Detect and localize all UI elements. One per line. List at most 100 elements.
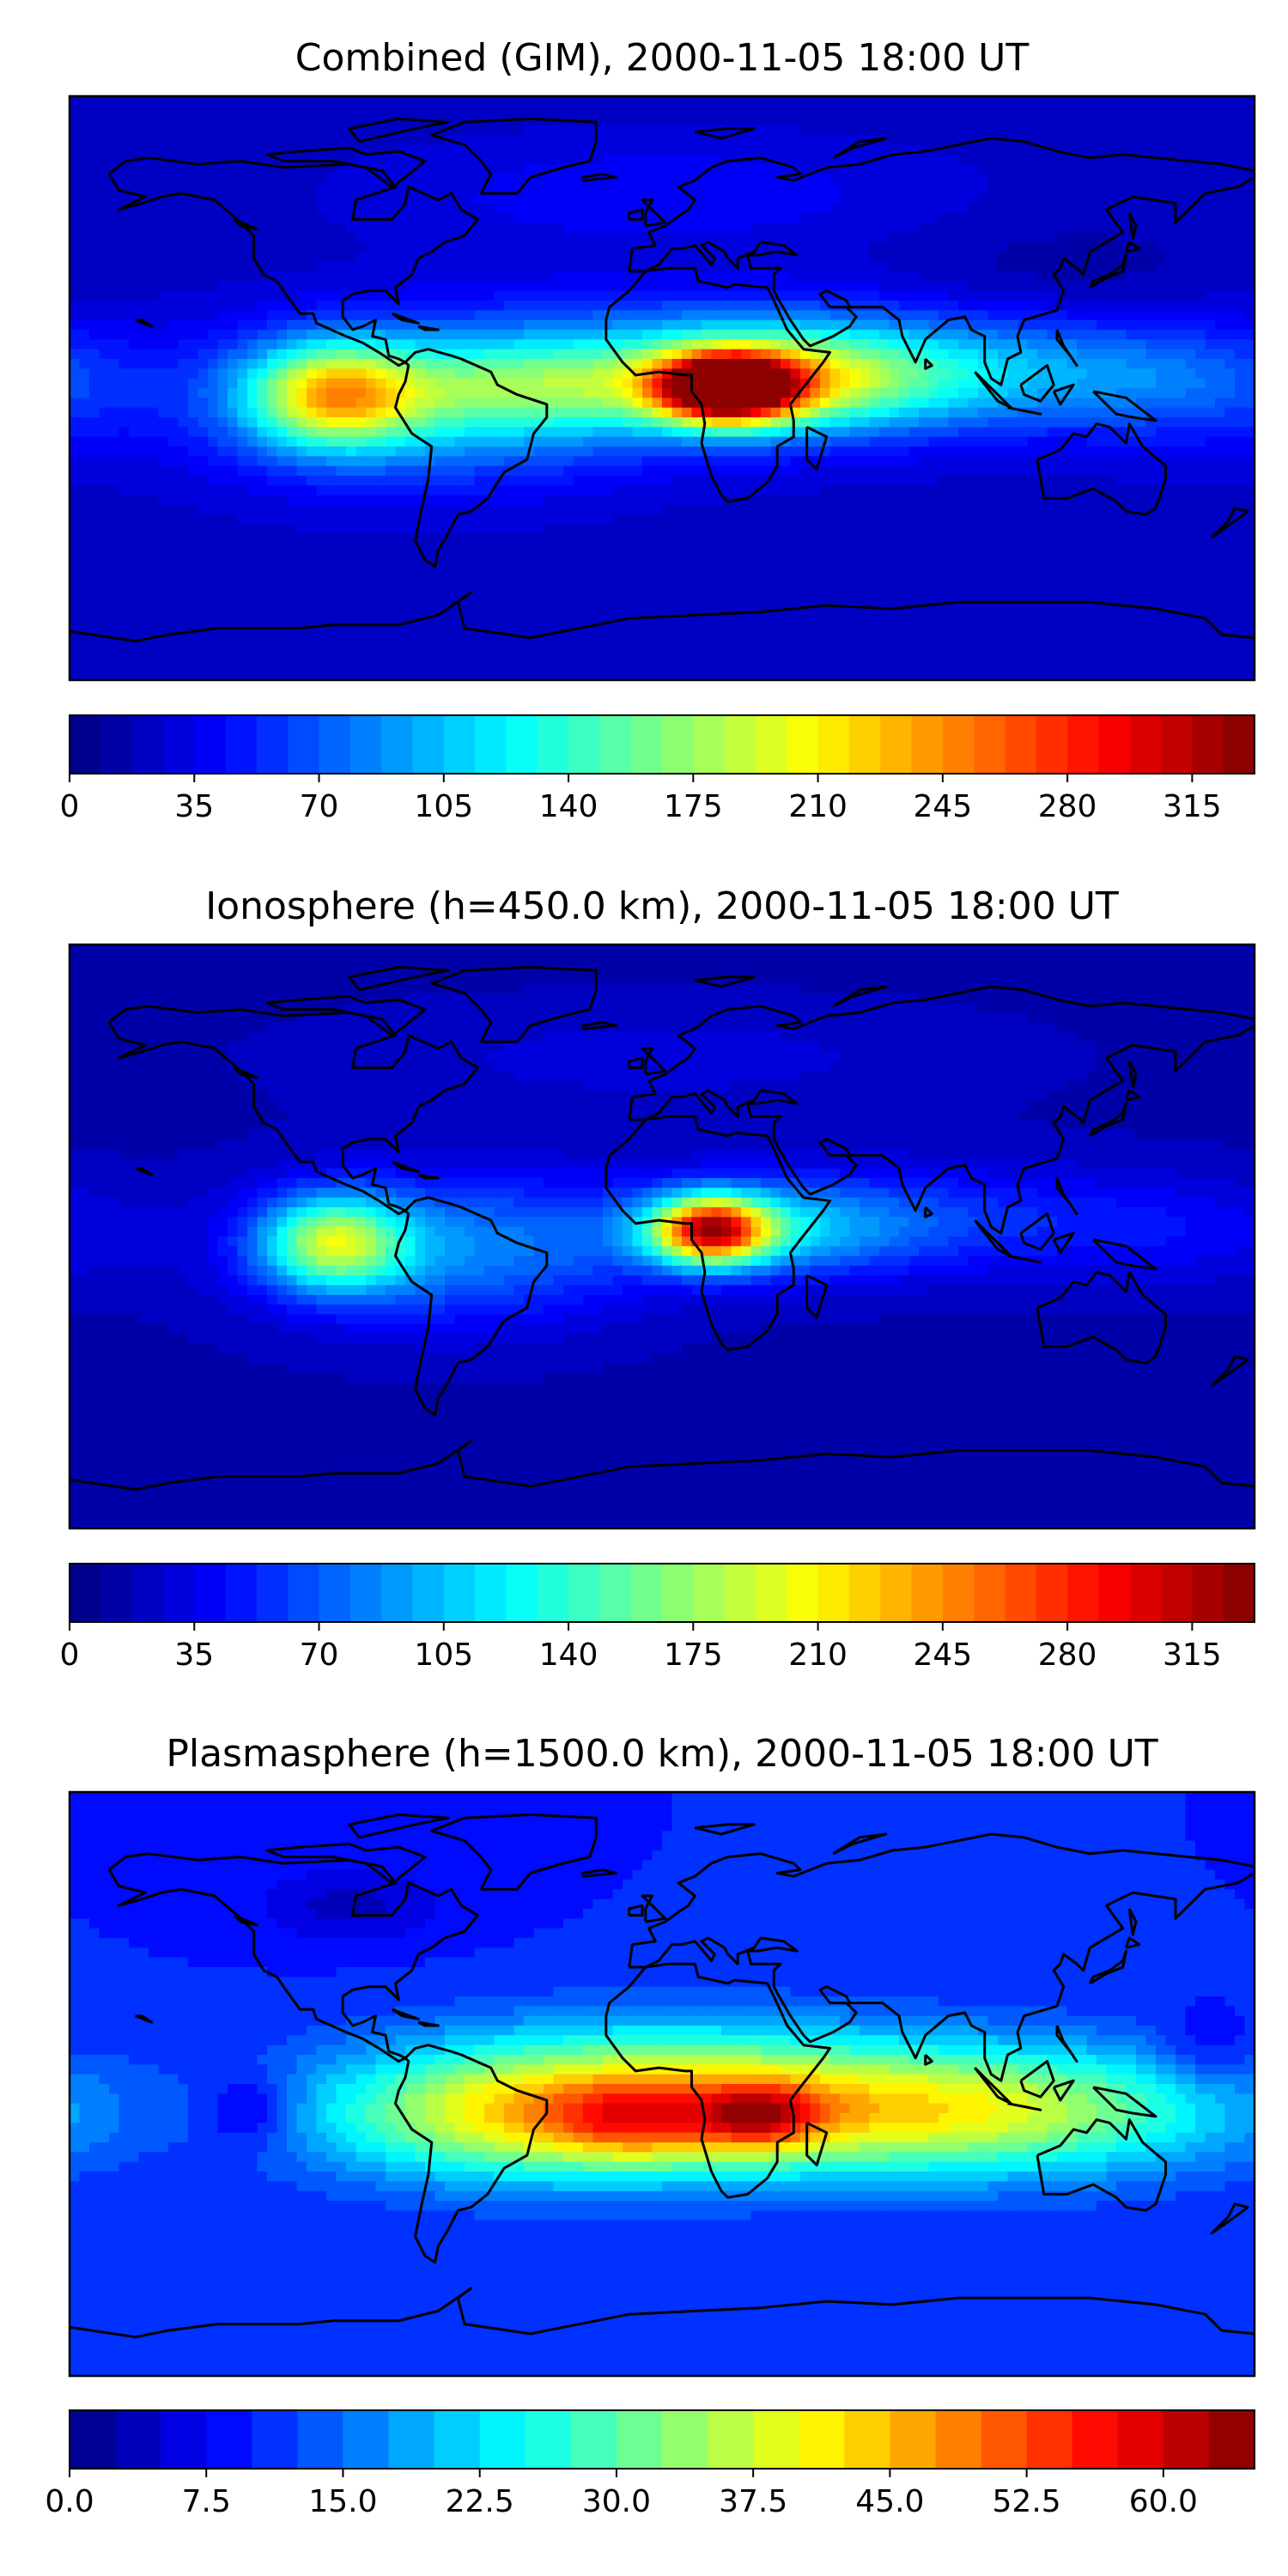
colorbar-segment [70, 1564, 101, 1622]
colorbar-segment [100, 1564, 133, 1622]
colorbar-segment [890, 2410, 937, 2469]
colorbar-segment [911, 1564, 944, 1622]
colorbar-segment [848, 715, 881, 774]
map-area [68, 94, 1256, 682]
colorbar: 0 35 70 105 140 175 210 245 280 315 [60, 1563, 1255, 1673]
map-frame [68, 1790, 1256, 2378]
coastlines [70, 1813, 1255, 2339]
colorbar-segment [880, 715, 913, 774]
panel-combined: Combined (GIM), 2000-11-05 18:00 UT 0 35 7… [60, 36, 1256, 824]
colorbar-segment [817, 715, 850, 774]
colorbar-frame [69, 2409, 1255, 2470]
colorbar-segment [911, 715, 944, 774]
colorbar-segment [225, 715, 258, 774]
colorbar-segment [570, 2410, 617, 2469]
colorbar-frame [69, 1563, 1255, 1623]
colorbar-tick-label: 105 [414, 1637, 473, 1673]
colorbar-segment [981, 2410, 1028, 2469]
map-field [70, 945, 1255, 1528]
colorbar-segment [349, 715, 382, 774]
colorbar-segment [506, 715, 538, 774]
colorbar: 0 35 70 105 140 175 210 245 280 315 [60, 714, 1255, 824]
colorbar-segment [662, 715, 694, 774]
colorbar-tick-label: 37.5 [719, 2484, 787, 2519]
colorbar-segment [1098, 715, 1131, 774]
panel-title: Ionosphere (h=450.0 km), 2000-11-05 18:0… [205, 884, 1119, 928]
colorbar-segment [755, 1564, 787, 1622]
colorbar-tick-label: 35 [174, 789, 214, 824]
panel-plasmasphere: Plasmasphere (h=1500.0 km), 2000-11-05 1… [45, 1732, 1256, 2519]
colorbar-tick-label: 175 [664, 789, 723, 824]
colorbar-segment [252, 2410, 298, 2469]
colorbar-segment [479, 2410, 526, 2469]
colorbar-segment [225, 1564, 258, 1622]
colorbar-segment [1067, 1564, 1100, 1622]
colorbar-segment [70, 715, 101, 774]
colorbar-tick-label: 60.0 [1129, 2484, 1198, 2519]
colorbar-tick-label: 7.5 [182, 2484, 231, 2519]
colorbar-segment [388, 2410, 435, 2469]
map-area [68, 1790, 1256, 2378]
colorbar-segment [942, 1564, 975, 1622]
colorbar-segment [443, 1564, 476, 1622]
colorbar-segment [206, 2410, 252, 2469]
colorbar-tick-label: 280 [1038, 1637, 1097, 1673]
colorbar-segment [131, 1564, 164, 1622]
colorbar-tick-label: 315 [1163, 789, 1222, 824]
colorbar-segment [817, 1564, 850, 1622]
map-field [70, 1792, 1255, 2376]
colorbar-tick-label: 70 [300, 789, 339, 824]
colorbar-tick-label: 245 [913, 789, 972, 824]
colorbar-frame [69, 714, 1255, 775]
colorbar-segment [1223, 715, 1255, 774]
colorbar-segment [1208, 2410, 1255, 2469]
colorbar-tick-label: 0 [60, 789, 80, 824]
colorbar-segment [1098, 1564, 1131, 1622]
colorbar-segment [525, 2410, 572, 2469]
colorbar-segment [787, 715, 819, 774]
panel-title: Combined (GIM), 2000-11-05 18:00 UT [295, 36, 1030, 80]
colorbar-tick-label: 210 [788, 1637, 848, 1673]
colorbar-segment [475, 715, 507, 774]
coastlines [70, 117, 1255, 643]
colorbar-segment [537, 1564, 569, 1622]
colorbar-segment [381, 715, 414, 774]
colorbar-segment [1129, 1564, 1162, 1622]
colorbar-segment [162, 1564, 195, 1622]
colorbar-segment [568, 715, 600, 774]
colorbar-segment [693, 715, 726, 774]
colorbar-segment [131, 715, 164, 774]
colorbar-segment [935, 2410, 982, 2469]
colorbar-segment [1117, 2410, 1164, 2469]
colorbar-segment [724, 1564, 756, 1622]
colorbar-segment [288, 715, 320, 774]
colorbar-tick-label: 0 [60, 1637, 80, 1673]
colorbar-segment [1161, 1564, 1193, 1622]
colorbar-segment [616, 2410, 663, 2469]
colorbar-tick-label: 22.5 [446, 2484, 514, 2519]
colorbar-segment [297, 2410, 344, 2469]
colorbar-segment [599, 715, 632, 774]
colorbar-segment [475, 1564, 507, 1622]
colorbar-segment [1005, 715, 1037, 774]
colorbar-segment [288, 1564, 320, 1622]
colorbar-segment [412, 715, 445, 774]
colorbar-segment [1223, 1564, 1255, 1622]
colorbar-segment [1036, 715, 1068, 774]
panel-title: Plasmasphere (h=1500.0 km), 2000-11-05 1… [166, 1732, 1157, 1776]
colorbar-segment [1129, 715, 1162, 774]
colorbar-tick-label: 140 [539, 789, 598, 824]
colorbar-segment [194, 1564, 227, 1622]
colorbar-segment [162, 715, 195, 774]
colorbar-tick-label: 30.0 [582, 2484, 651, 2519]
colorbar-segment [662, 1564, 694, 1622]
coastlines [70, 965, 1255, 1492]
colorbar-segment [100, 715, 133, 774]
colorbar-segment [349, 1564, 382, 1622]
colorbar-segment [506, 1564, 538, 1622]
colorbar-tick-label: 210 [788, 789, 848, 824]
map-field [70, 96, 1255, 680]
colorbar-segment [755, 715, 787, 774]
colorbar-segment [256, 1564, 289, 1622]
